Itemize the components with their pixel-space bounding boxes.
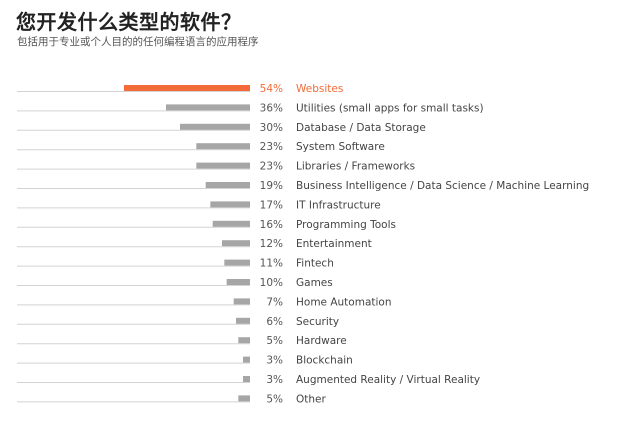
category-label: Database / Data Storage	[296, 122, 426, 134]
category-label: Blockchain	[296, 355, 353, 367]
bar	[205, 182, 250, 188]
category-label: Utilities (small apps for small tasks)	[296, 102, 484, 114]
category-label: Fintech	[296, 258, 334, 270]
category-label: Entertainment	[296, 238, 372, 250]
bar	[180, 123, 250, 130]
bar	[233, 298, 250, 305]
category-label: Other	[296, 393, 326, 405]
category-label: Websites	[296, 83, 343, 95]
category-label: Programming Tools	[296, 219, 396, 231]
bar	[243, 376, 250, 382]
bar	[236, 317, 250, 324]
category-label: Home Automation	[296, 296, 392, 308]
data-label: 19%	[260, 180, 283, 192]
bar	[238, 395, 250, 402]
bar	[166, 104, 250, 111]
bar	[238, 337, 250, 344]
bar	[124, 85, 250, 91]
bar	[226, 279, 250, 285]
chart-subtitle: 包括用于专业或个人目的的任何编程语言的应用程序	[17, 36, 259, 48]
data-label: 7%	[266, 296, 283, 308]
chart-title: 您开发什么类型的软件？	[16, 10, 242, 34]
bar	[222, 240, 250, 247]
data-label: 17%	[260, 199, 283, 211]
data-label: 10%	[260, 277, 283, 289]
data-label: 5%	[266, 393, 283, 405]
data-label: 23%	[260, 161, 283, 173]
data-label: 3%	[266, 374, 283, 386]
data-label: 23%	[260, 141, 283, 153]
data-label: 54%	[260, 83, 283, 95]
category-label: Hardware	[296, 335, 347, 347]
bar	[224, 259, 250, 266]
category-label: Games	[296, 277, 333, 289]
category-label: IT Infrastructure	[296, 199, 381, 211]
data-label: 16%	[260, 219, 283, 231]
data-label: 6%	[266, 316, 283, 328]
data-label: 12%	[260, 238, 283, 250]
bar	[196, 162, 250, 169]
data-label: 11%	[260, 258, 283, 270]
category-label: System Software	[296, 141, 385, 153]
data-label: 30%	[260, 122, 283, 134]
category-label: Security	[296, 316, 339, 328]
bar	[196, 143, 250, 150]
data-label: 36%	[260, 102, 283, 114]
category-label: Libraries / Frameworks	[296, 161, 415, 173]
category-label: Business Intelligence / Data Science / M…	[296, 180, 589, 192]
data-label: 3%	[266, 355, 283, 367]
bar	[212, 220, 250, 227]
category-label: Augmented Reality / Virtual Reality	[296, 374, 480, 386]
data-label: 5%	[266, 335, 283, 347]
bar	[243, 356, 250, 363]
bar	[210, 201, 250, 208]
